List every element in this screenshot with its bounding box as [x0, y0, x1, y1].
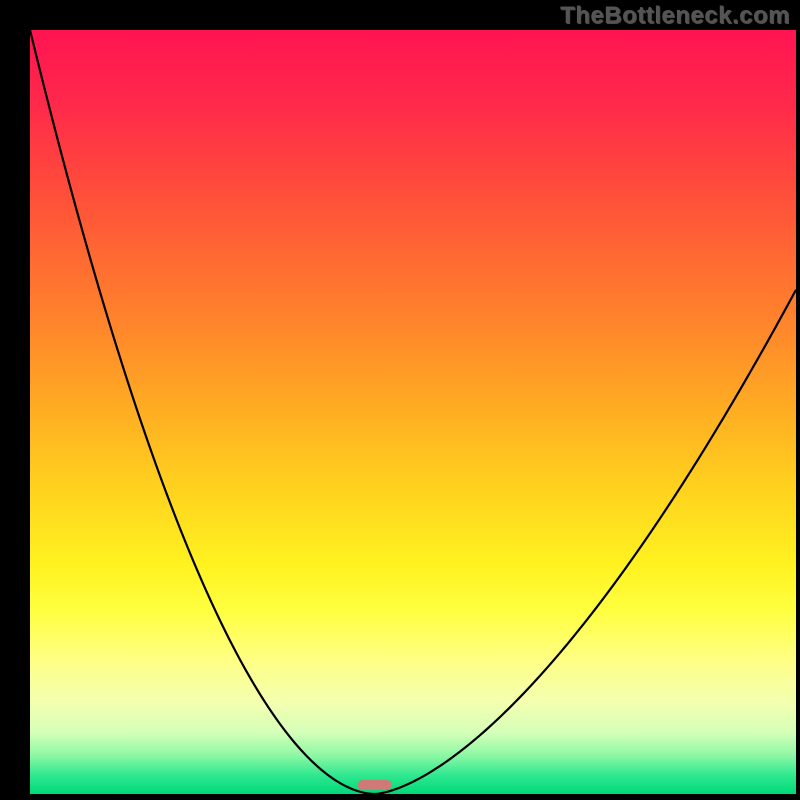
- bottleneck-chart: [0, 0, 800, 800]
- optimum-marker: [358, 780, 392, 790]
- chart-plot-area: [30, 30, 796, 794]
